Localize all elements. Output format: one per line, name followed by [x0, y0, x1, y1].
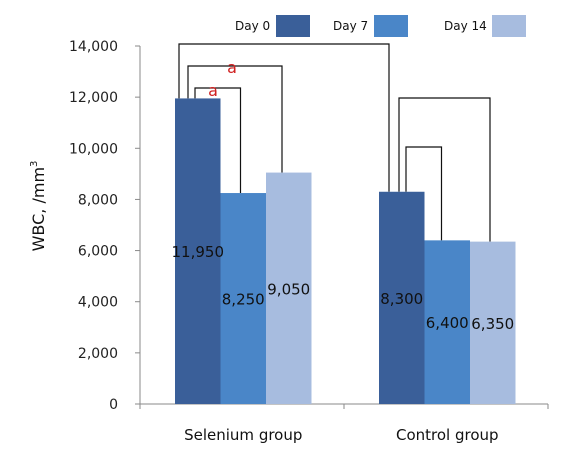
comparison-bracket: [405, 146, 443, 241]
bar: [220, 193, 266, 404]
y-tick-label: 2,000: [78, 346, 118, 362]
y-tick-label: 6,000: [78, 244, 118, 260]
data-labels: 11,950 8,300 8,250 6,400 9,050 6,350: [172, 243, 515, 333]
legend-label: Day 0: [235, 19, 270, 33]
legend-swatch: [374, 15, 408, 37]
legend-label: Day 7: [333, 19, 368, 33]
legend-swatch: [276, 15, 310, 37]
bar: [470, 241, 516, 404]
bar: [175, 98, 221, 405]
y-tick-label: 4,000: [78, 295, 118, 311]
y-axis-label: WBC, /mm3: [29, 161, 48, 252]
bar-value-label: 6,350: [471, 315, 514, 333]
bar-value-label: 6,400: [426, 314, 469, 332]
bars: [175, 98, 516, 405]
legend-swatch: [492, 15, 526, 37]
y-tick-label: 14,000: [69, 39, 118, 55]
y-tick-label: 12,000: [69, 90, 118, 106]
comparison-bracket: [398, 97, 491, 242]
legend: Day 0 Day 7 Day 14: [235, 15, 526, 37]
bar-value-label: 8,300: [380, 290, 423, 308]
y-axis-label-sup: 3: [29, 161, 40, 167]
y-tick-label: 10,000: [69, 141, 118, 157]
y-tick-label: 0: [109, 397, 118, 413]
bar: [379, 191, 425, 404]
y-axis-label-main: WBC, /mm: [29, 167, 48, 251]
bar: [266, 172, 312, 404]
comparison-bracket: [187, 65, 283, 173]
comparison-brackets: aa: [178, 43, 491, 242]
comparison-bracket: [178, 43, 390, 192]
y-axis-ticks: 0 2,000 4,000 6,000 8,000 10,000 12,000 14,000: [69, 39, 140, 413]
bar-value-label: 9,050: [267, 280, 310, 298]
bar-value-label: 11,950: [172, 243, 225, 261]
comparison-bracket: [194, 87, 242, 194]
legend-label: Day 14: [444, 19, 487, 33]
category-label: Selenium group: [184, 426, 302, 444]
significance-letter: a: [227, 58, 237, 77]
category-label: Control group: [396, 426, 499, 444]
bar-value-label: 8,250: [222, 291, 265, 309]
bar: [424, 240, 470, 404]
y-tick-label: 8,000: [78, 192, 118, 208]
category-labels: Selenium group Control group: [184, 426, 498, 444]
significance-letter: a: [208, 81, 218, 100]
